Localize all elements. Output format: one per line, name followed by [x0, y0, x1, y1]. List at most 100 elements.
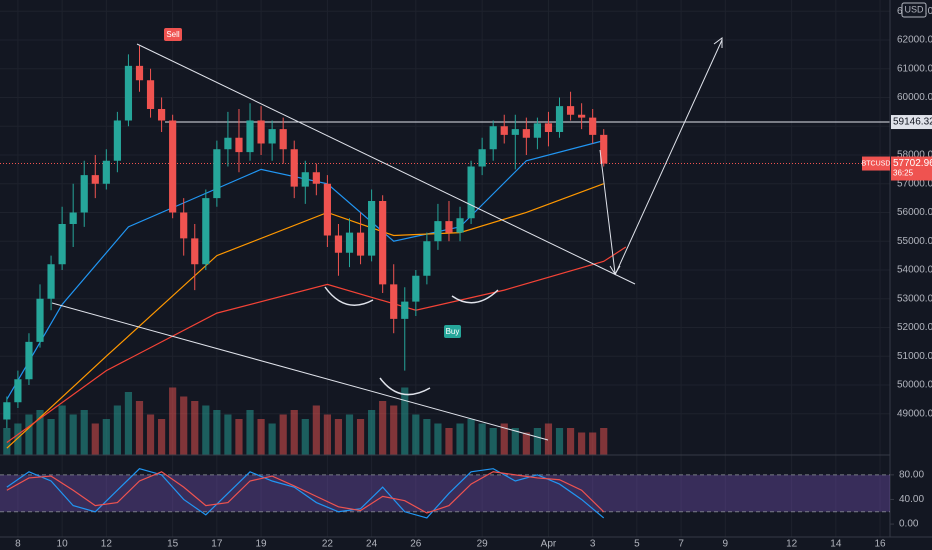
symbol-badge [862, 156, 890, 171]
candle-body [555, 106, 564, 132]
candle-body [268, 129, 276, 144]
candle-body [379, 200, 387, 285]
y-tick-label: 60000.00 [897, 92, 932, 103]
volume-bar [180, 396, 188, 455]
candle-body [224, 137, 232, 150]
volume-bar [589, 432, 597, 455]
currency-label: USD [904, 4, 924, 14]
x-tick-label: 7 [678, 539, 684, 550]
volume-bar [14, 423, 22, 455]
volume-bar [91, 423, 99, 455]
volume-bar [467, 419, 475, 455]
volume-bar [489, 428, 497, 455]
candle-body [489, 126, 497, 150]
candle-body [47, 264, 55, 299]
sell-label: Sell [166, 30, 180, 39]
y-tick-label: 49000.00 [897, 408, 932, 419]
symbol-label: BTCUSD [862, 160, 891, 167]
volume-bar [511, 428, 519, 455]
candle-body [25, 341, 33, 380]
volume-bar [423, 419, 431, 455]
candle-body [456, 218, 464, 233]
candle-body [600, 134, 608, 164]
volume-bar [533, 428, 541, 455]
x-tick-label: 22 [322, 539, 334, 550]
candle-body [202, 198, 210, 265]
volume-bar [47, 419, 55, 455]
candle-body [257, 120, 265, 144]
candle-layer [3, 45, 608, 429]
projection-arrow [614, 39, 723, 276]
volume-bar [600, 428, 608, 455]
candle-body [158, 108, 166, 121]
candle-body [69, 212, 77, 224]
candle-body [58, 223, 66, 265]
volume-bar [456, 423, 464, 455]
x-tick-label: 16 [874, 539, 886, 550]
stoch-line [6, 471, 605, 514]
volume-bar [202, 405, 210, 455]
level-badge [891, 115, 932, 130]
candle-body [368, 200, 376, 256]
sell-badge [164, 28, 182, 41]
x-tick-label: 12 [786, 539, 798, 550]
pattern-arc [379, 377, 431, 396]
candle-body [191, 238, 199, 265]
y-tick-label: 56000.00 [897, 207, 932, 218]
y-tick-label: 57000.00 [897, 178, 932, 189]
volume-bar [36, 410, 44, 455]
volume-bar [478, 423, 486, 455]
arrow-head [713, 37, 723, 48]
volume-bar [169, 387, 177, 455]
candle-body [334, 235, 343, 253]
volume-bar [290, 410, 298, 455]
last-price-label: 57702.96 [893, 158, 932, 169]
volume-bar [555, 428, 564, 455]
stoch-line [6, 468, 605, 519]
candle-body [113, 120, 121, 161]
currency-badge [901, 2, 927, 18]
candle-body [135, 65, 144, 81]
volume-bar [312, 405, 320, 455]
x-tick-label: 24 [366, 539, 378, 550]
candle-body [169, 120, 177, 213]
volume-bar [102, 419, 110, 455]
candle-body [467, 166, 475, 219]
moving-average [6, 246, 627, 443]
candle-body [566, 106, 575, 115]
candle-body [412, 275, 420, 302]
volume-bar [135, 401, 144, 455]
candle-body [279, 129, 287, 150]
volume-bar [401, 387, 409, 455]
y-tick-label: 51000.00 [897, 351, 932, 362]
x-tick-label: 5 [634, 539, 640, 550]
stoch-tick-label: 0.00 [899, 519, 919, 530]
x-tick-label: 9 [723, 539, 729, 550]
candle-body [401, 301, 409, 319]
x-tick-label: 10 [57, 539, 69, 550]
y-tick-label: 61000.00 [897, 63, 932, 74]
volume-bar [522, 432, 530, 455]
stoch-band [0, 474, 890, 512]
volume-bar [390, 405, 398, 455]
candle-body [91, 175, 99, 184]
volume-bar [368, 410, 376, 455]
candle-body [522, 129, 530, 138]
buy-label: Buy [446, 327, 460, 336]
candle-body [180, 212, 188, 239]
candle-body [213, 149, 221, 199]
x-tick-label: 14 [830, 539, 842, 550]
candle-body [589, 117, 597, 135]
volume-bar [323, 414, 331, 455]
y-tick-label: 55000.00 [897, 236, 932, 247]
candle-body [36, 298, 44, 342]
volume-bar [301, 419, 309, 455]
stochastic-pane [0, 468, 894, 525]
volume-bar [80, 410, 88, 455]
candle-body [578, 114, 586, 118]
candle-body [511, 129, 519, 135]
candle-body [500, 126, 508, 135]
